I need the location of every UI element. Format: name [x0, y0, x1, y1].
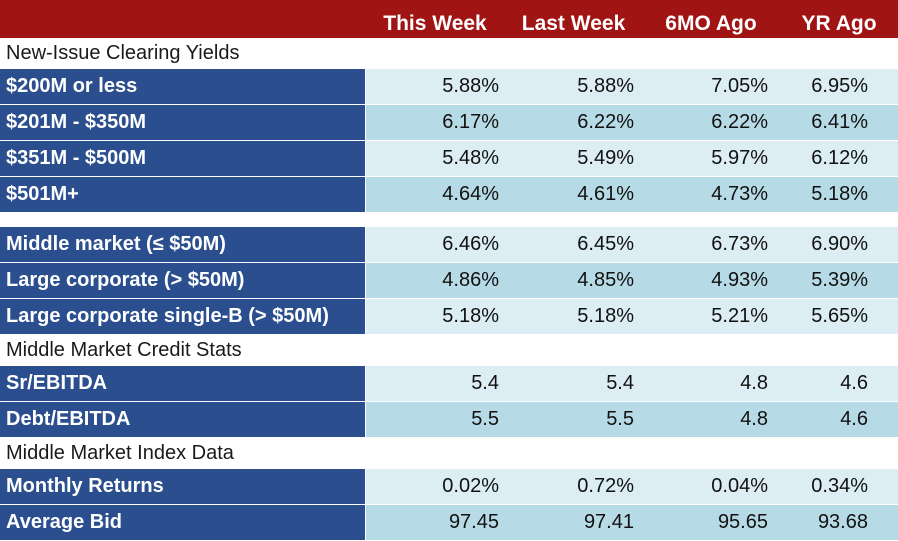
value-this-week: 5.4 — [365, 366, 505, 402]
value-6mo-ago: 4.8 — [642, 366, 780, 402]
value-yr-ago: 6.41% — [780, 104, 898, 141]
value-this-week: 5.5 — [365, 401, 505, 438]
value-6mo-ago: 4.73% — [642, 176, 780, 213]
value-this-week: 97.45 — [365, 504, 505, 541]
value-last-week: 5.18% — [505, 298, 642, 335]
value-yr-ago: 5.65% — [780, 298, 898, 335]
row-label: $351M - $500M — [0, 140, 366, 177]
value-yr-ago: 4.6 — [780, 401, 898, 438]
table-row: Large corporate single-B (> $50M) 5.18% … — [0, 298, 898, 335]
section-title: Middle Market Index Data — [0, 437, 898, 469]
value-6mo-ago: 6.22% — [642, 104, 780, 141]
row-label: $501M+ — [0, 176, 366, 213]
value-this-week: 4.64% — [365, 176, 505, 213]
value-yr-ago: 5.18% — [780, 176, 898, 213]
value-this-week: 6.46% — [365, 227, 505, 263]
value-yr-ago: 6.90% — [780, 227, 898, 263]
value-6mo-ago: 4.8 — [642, 401, 780, 438]
value-this-week: 5.18% — [365, 298, 505, 335]
row-label: Large corporate (> $50M) — [0, 262, 366, 299]
value-last-week: 6.45% — [505, 227, 642, 263]
table-row: Debt/EBITDA 5.5 5.5 4.8 4.6 — [0, 401, 898, 438]
value-last-week: 6.22% — [505, 104, 642, 141]
value-6mo-ago: 7.05% — [642, 69, 780, 105]
table-row: Middle market (≤ $50M) 6.46% 6.45% 6.73%… — [0, 227, 898, 263]
section-title: New-Issue Clearing Yields — [0, 38, 898, 69]
section-header-new-issue: New-Issue Clearing Yields — [0, 38, 898, 69]
row-label: $201M - $350M — [0, 104, 366, 141]
table-row: $201M - $350M 6.17% 6.22% 6.22% 6.41% — [0, 104, 898, 141]
row-label: Average Bid — [0, 504, 366, 541]
table-row: Sr/EBITDA 5.4 5.4 4.8 4.6 — [0, 366, 898, 402]
column-header-this-week: This Week — [365, 0, 505, 38]
value-6mo-ago: 5.97% — [642, 140, 780, 177]
value-6mo-ago: 95.65 — [642, 504, 780, 541]
header-blank-cell — [0, 0, 365, 38]
row-label: $200M or less — [0, 69, 366, 105]
column-header-6mo-ago: 6MO Ago — [642, 0, 780, 38]
value-6mo-ago: 4.93% — [642, 262, 780, 299]
value-this-week: 4.86% — [365, 262, 505, 299]
table-row: $501M+ 4.64% 4.61% 4.73% 5.18% — [0, 176, 898, 213]
value-6mo-ago: 6.73% — [642, 227, 780, 263]
column-header-last-week: Last Week — [505, 0, 642, 38]
row-label: Sr/EBITDA — [0, 366, 366, 402]
value-last-week: 5.88% — [505, 69, 642, 105]
value-this-week: 6.17% — [365, 104, 505, 141]
section-header-credit-stats: Middle Market Credit Stats — [0, 334, 898, 366]
header-row: This Week Last Week 6MO Ago YR Ago — [0, 0, 898, 38]
value-yr-ago: 0.34% — [780, 469, 898, 505]
value-last-week: 0.72% — [505, 469, 642, 505]
value-yr-ago: 6.12% — [780, 140, 898, 177]
value-last-week: 4.61% — [505, 176, 642, 213]
row-label: Debt/EBITDA — [0, 401, 366, 438]
value-yr-ago: 5.39% — [780, 262, 898, 299]
value-6mo-ago: 5.21% — [642, 298, 780, 335]
section-spacer — [0, 212, 898, 227]
section-header-index-data: Middle Market Index Data — [0, 437, 898, 469]
value-yr-ago: 6.95% — [780, 69, 898, 105]
value-this-week: 5.88% — [365, 69, 505, 105]
value-last-week: 5.5 — [505, 401, 642, 438]
value-this-week: 5.48% — [365, 140, 505, 177]
column-header-yr-ago: YR Ago — [780, 0, 898, 38]
value-yr-ago: 4.6 — [780, 366, 898, 402]
table-row: Average Bid 97.45 97.41 95.65 93.68 — [0, 504, 898, 541]
row-label: Middle market (≤ $50M) — [0, 227, 366, 263]
value-last-week: 5.49% — [505, 140, 642, 177]
value-this-week: 0.02% — [365, 469, 505, 505]
table-row: Large corporate (> $50M) 4.86% 4.85% 4.9… — [0, 262, 898, 299]
value-last-week: 4.85% — [505, 262, 642, 299]
table-row: $200M or less 5.88% 5.88% 7.05% 6.95% — [0, 69, 898, 105]
value-last-week: 5.4 — [505, 366, 642, 402]
value-6mo-ago: 0.04% — [642, 469, 780, 505]
table-row: Monthly Returns 0.02% 0.72% 0.04% 0.34% — [0, 469, 898, 505]
table-row: $351M - $500M 5.48% 5.49% 5.97% 6.12% — [0, 140, 898, 177]
row-label: Large corporate single-B (> $50M) — [0, 298, 366, 335]
row-label: Monthly Returns — [0, 469, 366, 505]
value-yr-ago: 93.68 — [780, 504, 898, 541]
section-title: Middle Market Credit Stats — [0, 334, 898, 366]
value-last-week: 97.41 — [505, 504, 642, 541]
